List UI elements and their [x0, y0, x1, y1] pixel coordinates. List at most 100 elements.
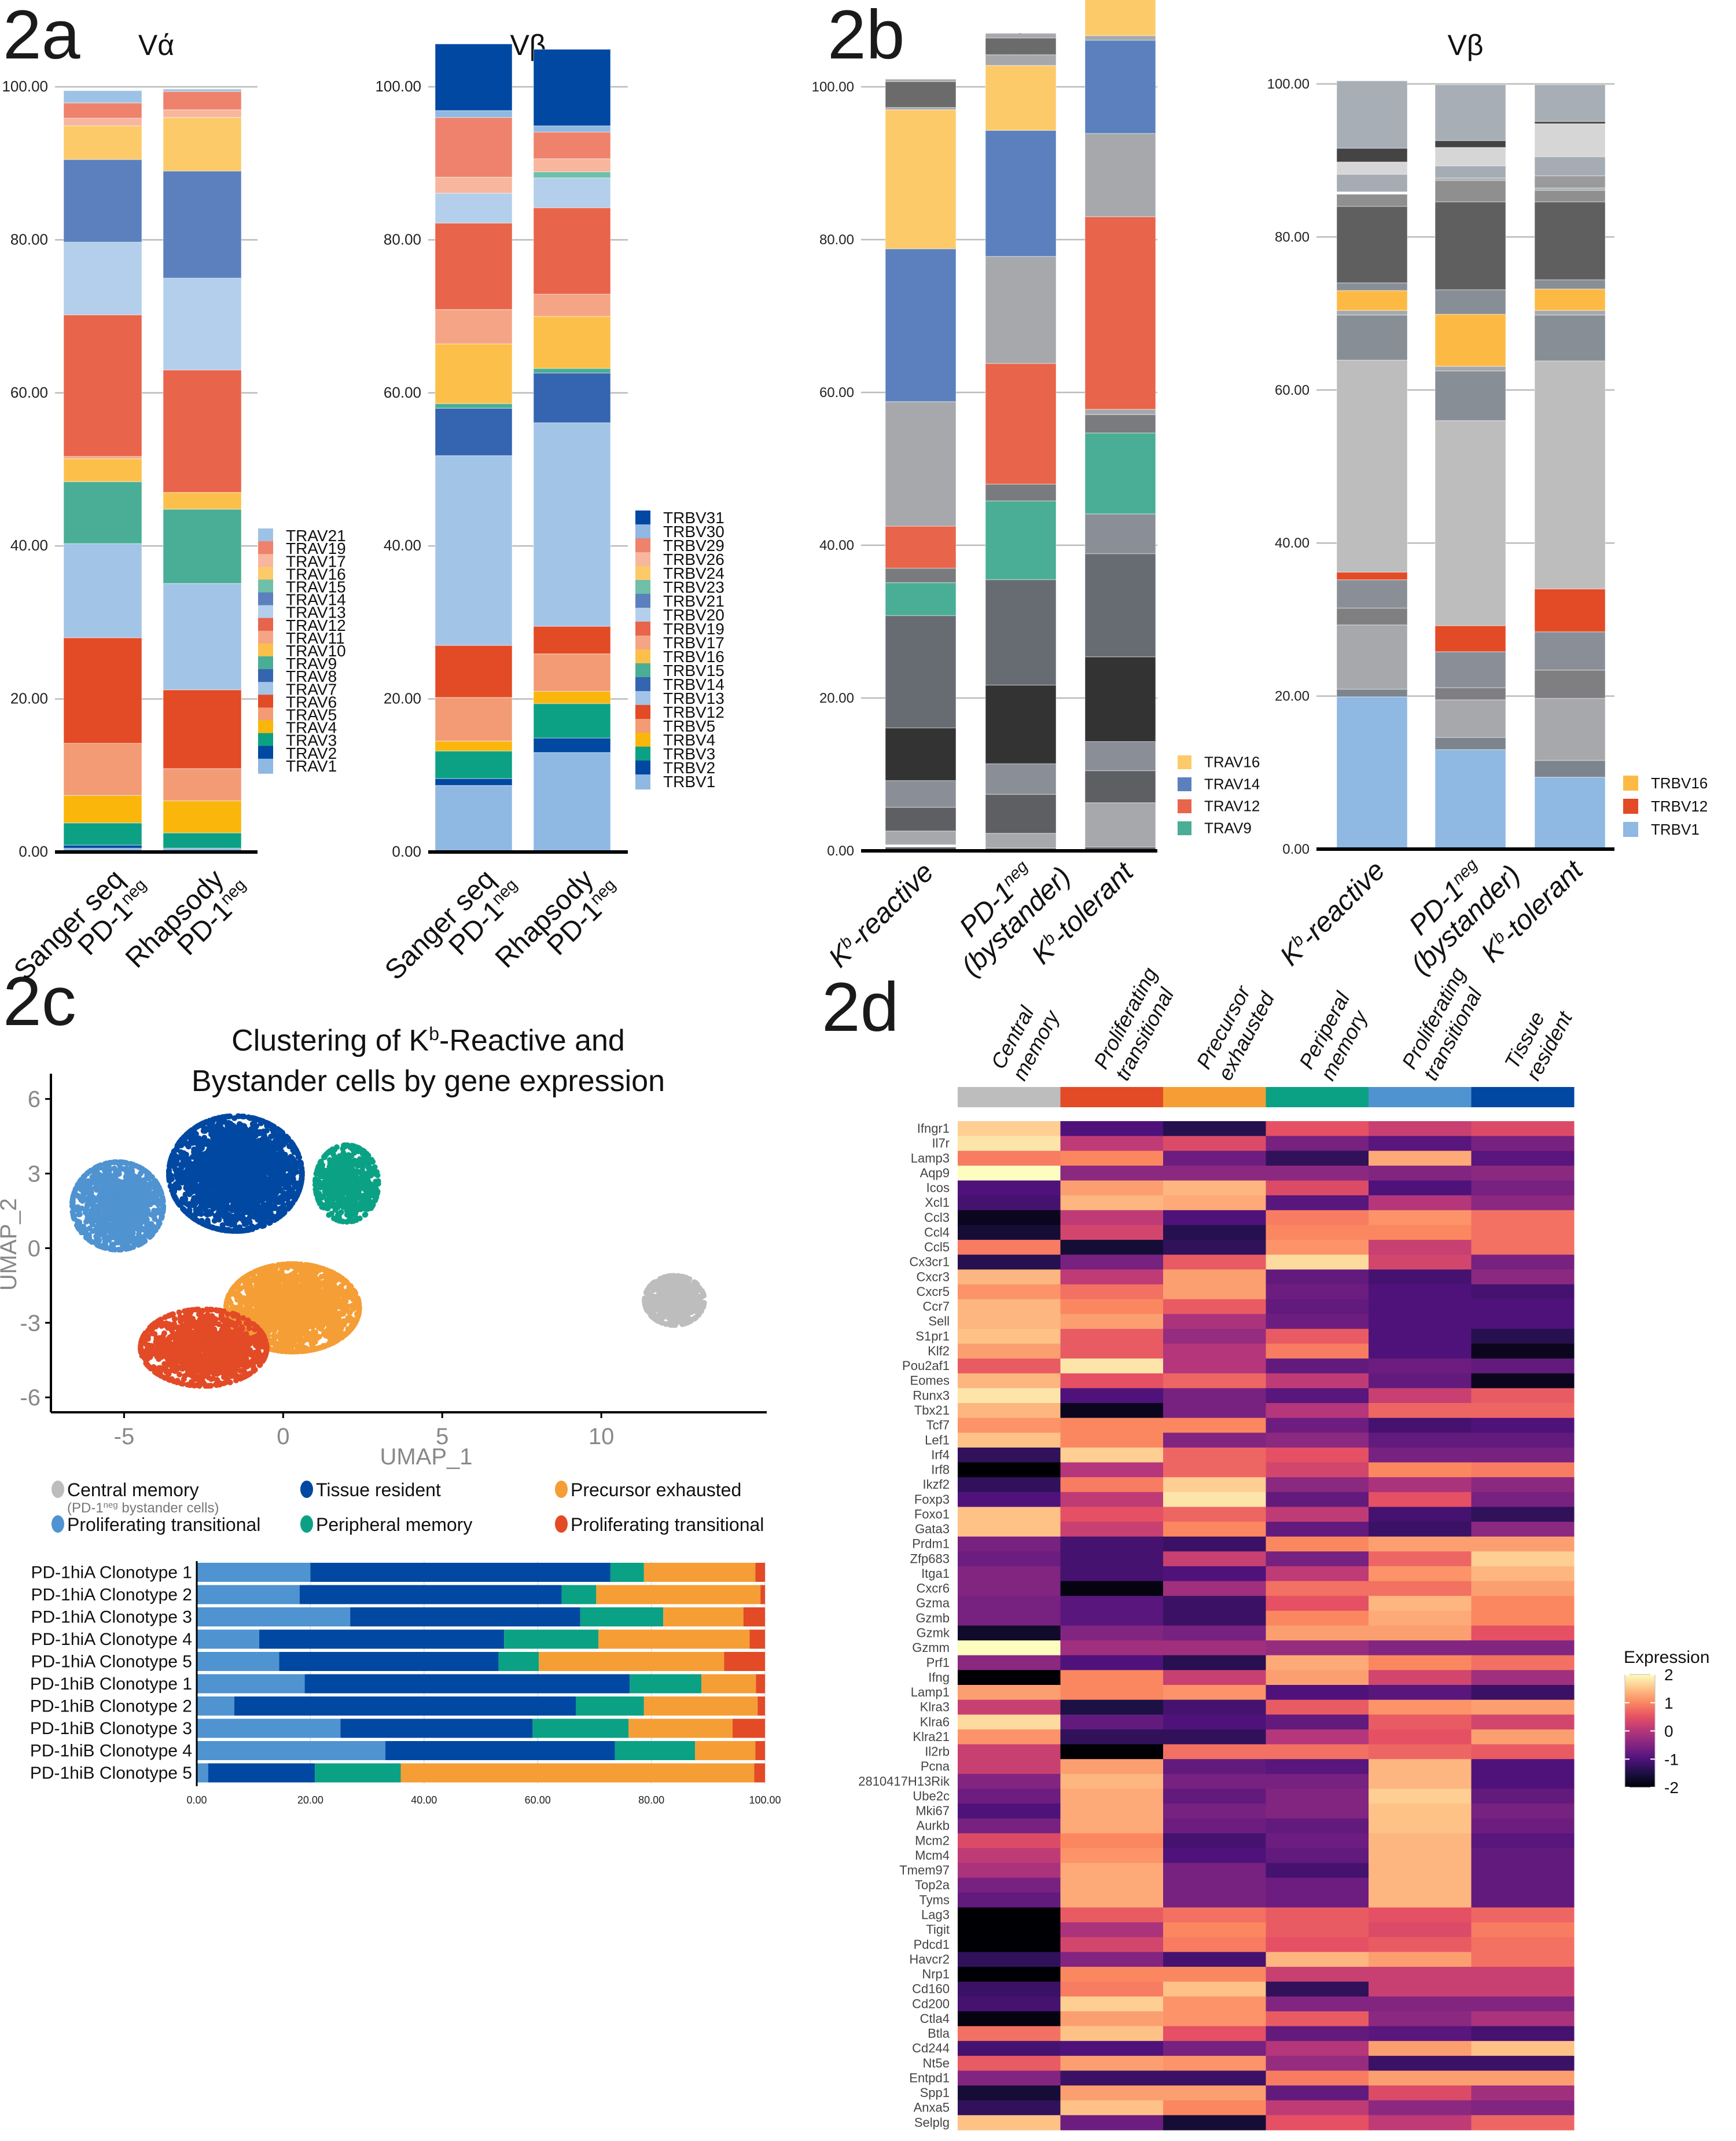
bar-segment-trbv31 — [435, 43, 513, 111]
bar-segment — [1336, 607, 1408, 626]
chart-title: Clustering of Kb-Reactive and — [231, 1023, 625, 1057]
bar-segment — [885, 109, 957, 249]
bar-segment — [885, 79, 957, 82]
umap-point — [251, 1115, 258, 1122]
bar-segment-trbv5 — [533, 653, 611, 692]
umap-point — [267, 1220, 273, 1226]
umap-point — [268, 1133, 274, 1140]
legend-swatch — [635, 566, 650, 581]
bar-segment — [1534, 697, 1606, 761]
bar-segment-trbv20 — [533, 177, 611, 208]
bar-segment-trav13 — [63, 241, 142, 315]
legend-label: TRAV10 — [286, 642, 346, 660]
umap-point — [193, 1177, 200, 1183]
legend-label: TRBV12 — [1651, 798, 1708, 815]
umap-point — [299, 1175, 305, 1181]
umap-point — [286, 1172, 292, 1178]
umap-point — [701, 1292, 707, 1299]
umap-point — [235, 1113, 241, 1119]
umap-point — [238, 1174, 244, 1181]
legend-swatch — [635, 705, 650, 720]
bar-segment-trav14 — [63, 159, 142, 243]
legend-swatch — [258, 592, 273, 608]
legend-label: TRBV12 — [663, 703, 724, 721]
umap-point — [198, 1159, 204, 1165]
umap-point — [654, 1317, 660, 1323]
umap-point — [191, 1195, 197, 1201]
umap-point — [222, 1119, 228, 1125]
panel-label-2d: 2d — [822, 968, 899, 1046]
legend-swatch — [635, 691, 650, 706]
legend-label: TRBV1 — [1651, 821, 1700, 838]
umap-point — [295, 1180, 301, 1187]
umap-point — [676, 1287, 683, 1294]
bar-segment — [1336, 314, 1408, 361]
legend-swatch — [258, 758, 273, 774]
umap-point — [281, 1206, 288, 1212]
umap-point — [252, 1133, 259, 1139]
umap-point — [661, 1274, 667, 1280]
umap-point — [657, 1288, 664, 1295]
umap-point — [221, 1190, 227, 1196]
umap-point — [252, 1202, 259, 1209]
chart-2b-beta: Vβ0.0020.0040.0060.0080.00100.00Kb-react… — [1267, 29, 1708, 980]
x-tick-label: RhapsodyPD-1neg — [490, 855, 627, 993]
bar-segment — [885, 567, 957, 583]
umap-points — [69, 1113, 707, 1389]
bar-segment — [1534, 175, 1606, 189]
bar-segment-trbv13 — [435, 455, 513, 646]
umap-point — [197, 1122, 204, 1128]
umap-point — [196, 1165, 202, 1171]
bar-segment-trav5 — [163, 768, 242, 802]
umap-point — [295, 1151, 301, 1158]
bar-segment-trbv26 — [533, 158, 611, 172]
bar-segment — [1084, 513, 1156, 554]
legend-swatch — [635, 608, 650, 623]
umap-point — [264, 1159, 271, 1166]
bar-segment-trav4 — [163, 800, 242, 833]
bar-segment-trbv12 — [435, 645, 513, 698]
y-tick-label: 60.00 — [384, 384, 421, 401]
umap-point — [643, 1289, 650, 1295]
chart-title-line2: Bystander cells by gene expression — [192, 1064, 665, 1098]
umap-point — [225, 1155, 231, 1161]
umap-point — [241, 1114, 247, 1120]
bar-segment-trav12 — [63, 314, 142, 457]
panel-label-2c: 2c — [3, 963, 76, 1040]
legend-label: TRBV21 — [663, 592, 724, 610]
bar-segment — [885, 582, 957, 616]
bar-segment — [985, 483, 1057, 502]
panel-label-2a: 2a — [3, 0, 80, 74]
umap-point — [683, 1304, 690, 1310]
legend-swatch — [635, 677, 650, 692]
umap-point — [215, 1115, 222, 1121]
umap-point — [259, 1118, 265, 1124]
umap-point — [251, 1167, 258, 1173]
umap-point — [172, 1166, 178, 1173]
umap-point — [229, 1176, 235, 1182]
bar-segment-trbv4 — [533, 691, 611, 704]
legend-swatch — [258, 746, 273, 761]
umap-point — [285, 1166, 291, 1172]
umap-point — [223, 1196, 230, 1202]
umap-point — [279, 1211, 286, 1217]
legend-swatch — [258, 656, 273, 671]
bar-segment-trav12 — [163, 369, 242, 493]
y-tick-label: 40.00 — [384, 537, 421, 554]
umap-point — [277, 1187, 284, 1193]
bar-segment — [985, 579, 1057, 686]
umap-point — [215, 1210, 222, 1216]
umap-point — [230, 1142, 236, 1148]
umap-point — [215, 1145, 222, 1152]
umap-point — [249, 1159, 255, 1166]
umap-point — [244, 1288, 251, 1294]
bar-segment — [1084, 553, 1156, 658]
umap-point — [249, 1121, 256, 1127]
umap-point — [298, 1161, 304, 1167]
bar-segment-trbv29 — [435, 117, 513, 178]
umap-point — [198, 1211, 204, 1217]
bar-segment-trbv1 — [435, 785, 513, 853]
umap-point — [193, 1209, 199, 1215]
y-tick-label: 80.00 — [10, 230, 48, 248]
